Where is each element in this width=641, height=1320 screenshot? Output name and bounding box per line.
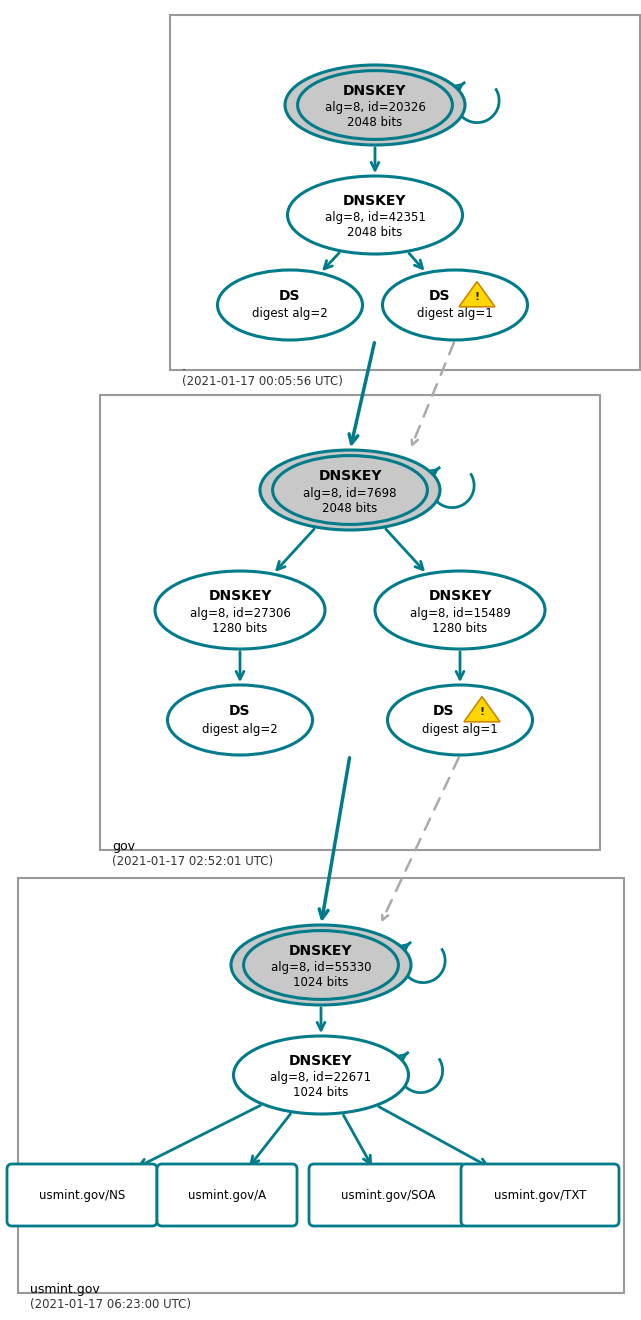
Text: DNSKEY: DNSKEY xyxy=(428,589,492,603)
Ellipse shape xyxy=(231,925,411,1005)
FancyBboxPatch shape xyxy=(7,1164,157,1226)
Text: usmint.gov/NS: usmint.gov/NS xyxy=(39,1188,125,1201)
Text: DS: DS xyxy=(229,704,251,718)
Text: 2048 bits: 2048 bits xyxy=(322,502,378,515)
Ellipse shape xyxy=(285,65,465,145)
Text: digest alg=1: digest alg=1 xyxy=(422,722,498,735)
Text: usmint.gov: usmint.gov xyxy=(30,1283,100,1296)
Text: alg=8, id=27306: alg=8, id=27306 xyxy=(190,606,290,619)
Text: DS: DS xyxy=(428,289,450,304)
Text: alg=8, id=22671: alg=8, id=22671 xyxy=(271,1072,372,1085)
Text: 1024 bits: 1024 bits xyxy=(294,977,349,990)
Text: digest alg=1: digest alg=1 xyxy=(417,308,493,321)
Text: usmint.gov/SOA: usmint.gov/SOA xyxy=(341,1188,435,1201)
Text: DNSKEY: DNSKEY xyxy=(289,944,353,958)
Ellipse shape xyxy=(288,176,463,253)
Text: DS: DS xyxy=(433,704,454,718)
Text: 1280 bits: 1280 bits xyxy=(433,622,488,635)
Text: DNSKEY: DNSKEY xyxy=(318,469,382,483)
Text: alg=8, id=7698: alg=8, id=7698 xyxy=(303,487,397,499)
Text: (2021-01-17 06:23:00 UTC): (2021-01-17 06:23:00 UTC) xyxy=(30,1298,191,1311)
FancyBboxPatch shape xyxy=(309,1164,467,1226)
Text: DS: DS xyxy=(279,289,301,304)
Ellipse shape xyxy=(244,931,399,999)
Text: DNSKEY: DNSKEY xyxy=(208,589,272,603)
Text: 1024 bits: 1024 bits xyxy=(294,1086,349,1100)
Polygon shape xyxy=(459,281,495,306)
Text: alg=8, id=20326: alg=8, id=20326 xyxy=(324,102,426,115)
Text: DNSKEY: DNSKEY xyxy=(343,84,407,98)
Bar xyxy=(18,878,624,1294)
Polygon shape xyxy=(464,697,500,722)
Text: .: . xyxy=(182,360,186,374)
Ellipse shape xyxy=(217,271,363,341)
Text: digest alg=2: digest alg=2 xyxy=(252,308,328,321)
Ellipse shape xyxy=(272,455,428,524)
Ellipse shape xyxy=(233,1036,408,1114)
Text: DNSKEY: DNSKEY xyxy=(289,1053,353,1068)
Text: 1280 bits: 1280 bits xyxy=(212,622,268,635)
Text: usmint.gov/TXT: usmint.gov/TXT xyxy=(494,1188,586,1201)
Ellipse shape xyxy=(260,450,440,531)
Text: !: ! xyxy=(479,708,485,717)
FancyBboxPatch shape xyxy=(461,1164,619,1226)
Text: 2048 bits: 2048 bits xyxy=(347,116,403,129)
Ellipse shape xyxy=(155,572,325,649)
Text: gov: gov xyxy=(112,840,135,853)
Bar xyxy=(170,15,640,370)
Ellipse shape xyxy=(297,70,453,140)
FancyBboxPatch shape xyxy=(157,1164,297,1226)
Ellipse shape xyxy=(388,685,533,755)
Text: 2048 bits: 2048 bits xyxy=(347,227,403,239)
Bar xyxy=(100,395,600,850)
Text: (2021-01-17 02:52:01 UTC): (2021-01-17 02:52:01 UTC) xyxy=(112,855,273,869)
Text: alg=8, id=55330: alg=8, id=55330 xyxy=(271,961,371,974)
Text: alg=8, id=42351: alg=8, id=42351 xyxy=(324,211,426,224)
Ellipse shape xyxy=(383,271,528,341)
Text: DNSKEY: DNSKEY xyxy=(343,194,407,209)
Text: (2021-01-17 00:05:56 UTC): (2021-01-17 00:05:56 UTC) xyxy=(182,375,343,388)
Ellipse shape xyxy=(375,572,545,649)
Text: alg=8, id=15489: alg=8, id=15489 xyxy=(410,606,510,619)
Ellipse shape xyxy=(167,685,313,755)
Text: !: ! xyxy=(474,292,479,302)
Text: digest alg=2: digest alg=2 xyxy=(202,722,278,735)
Text: usmint.gov/A: usmint.gov/A xyxy=(188,1188,266,1201)
